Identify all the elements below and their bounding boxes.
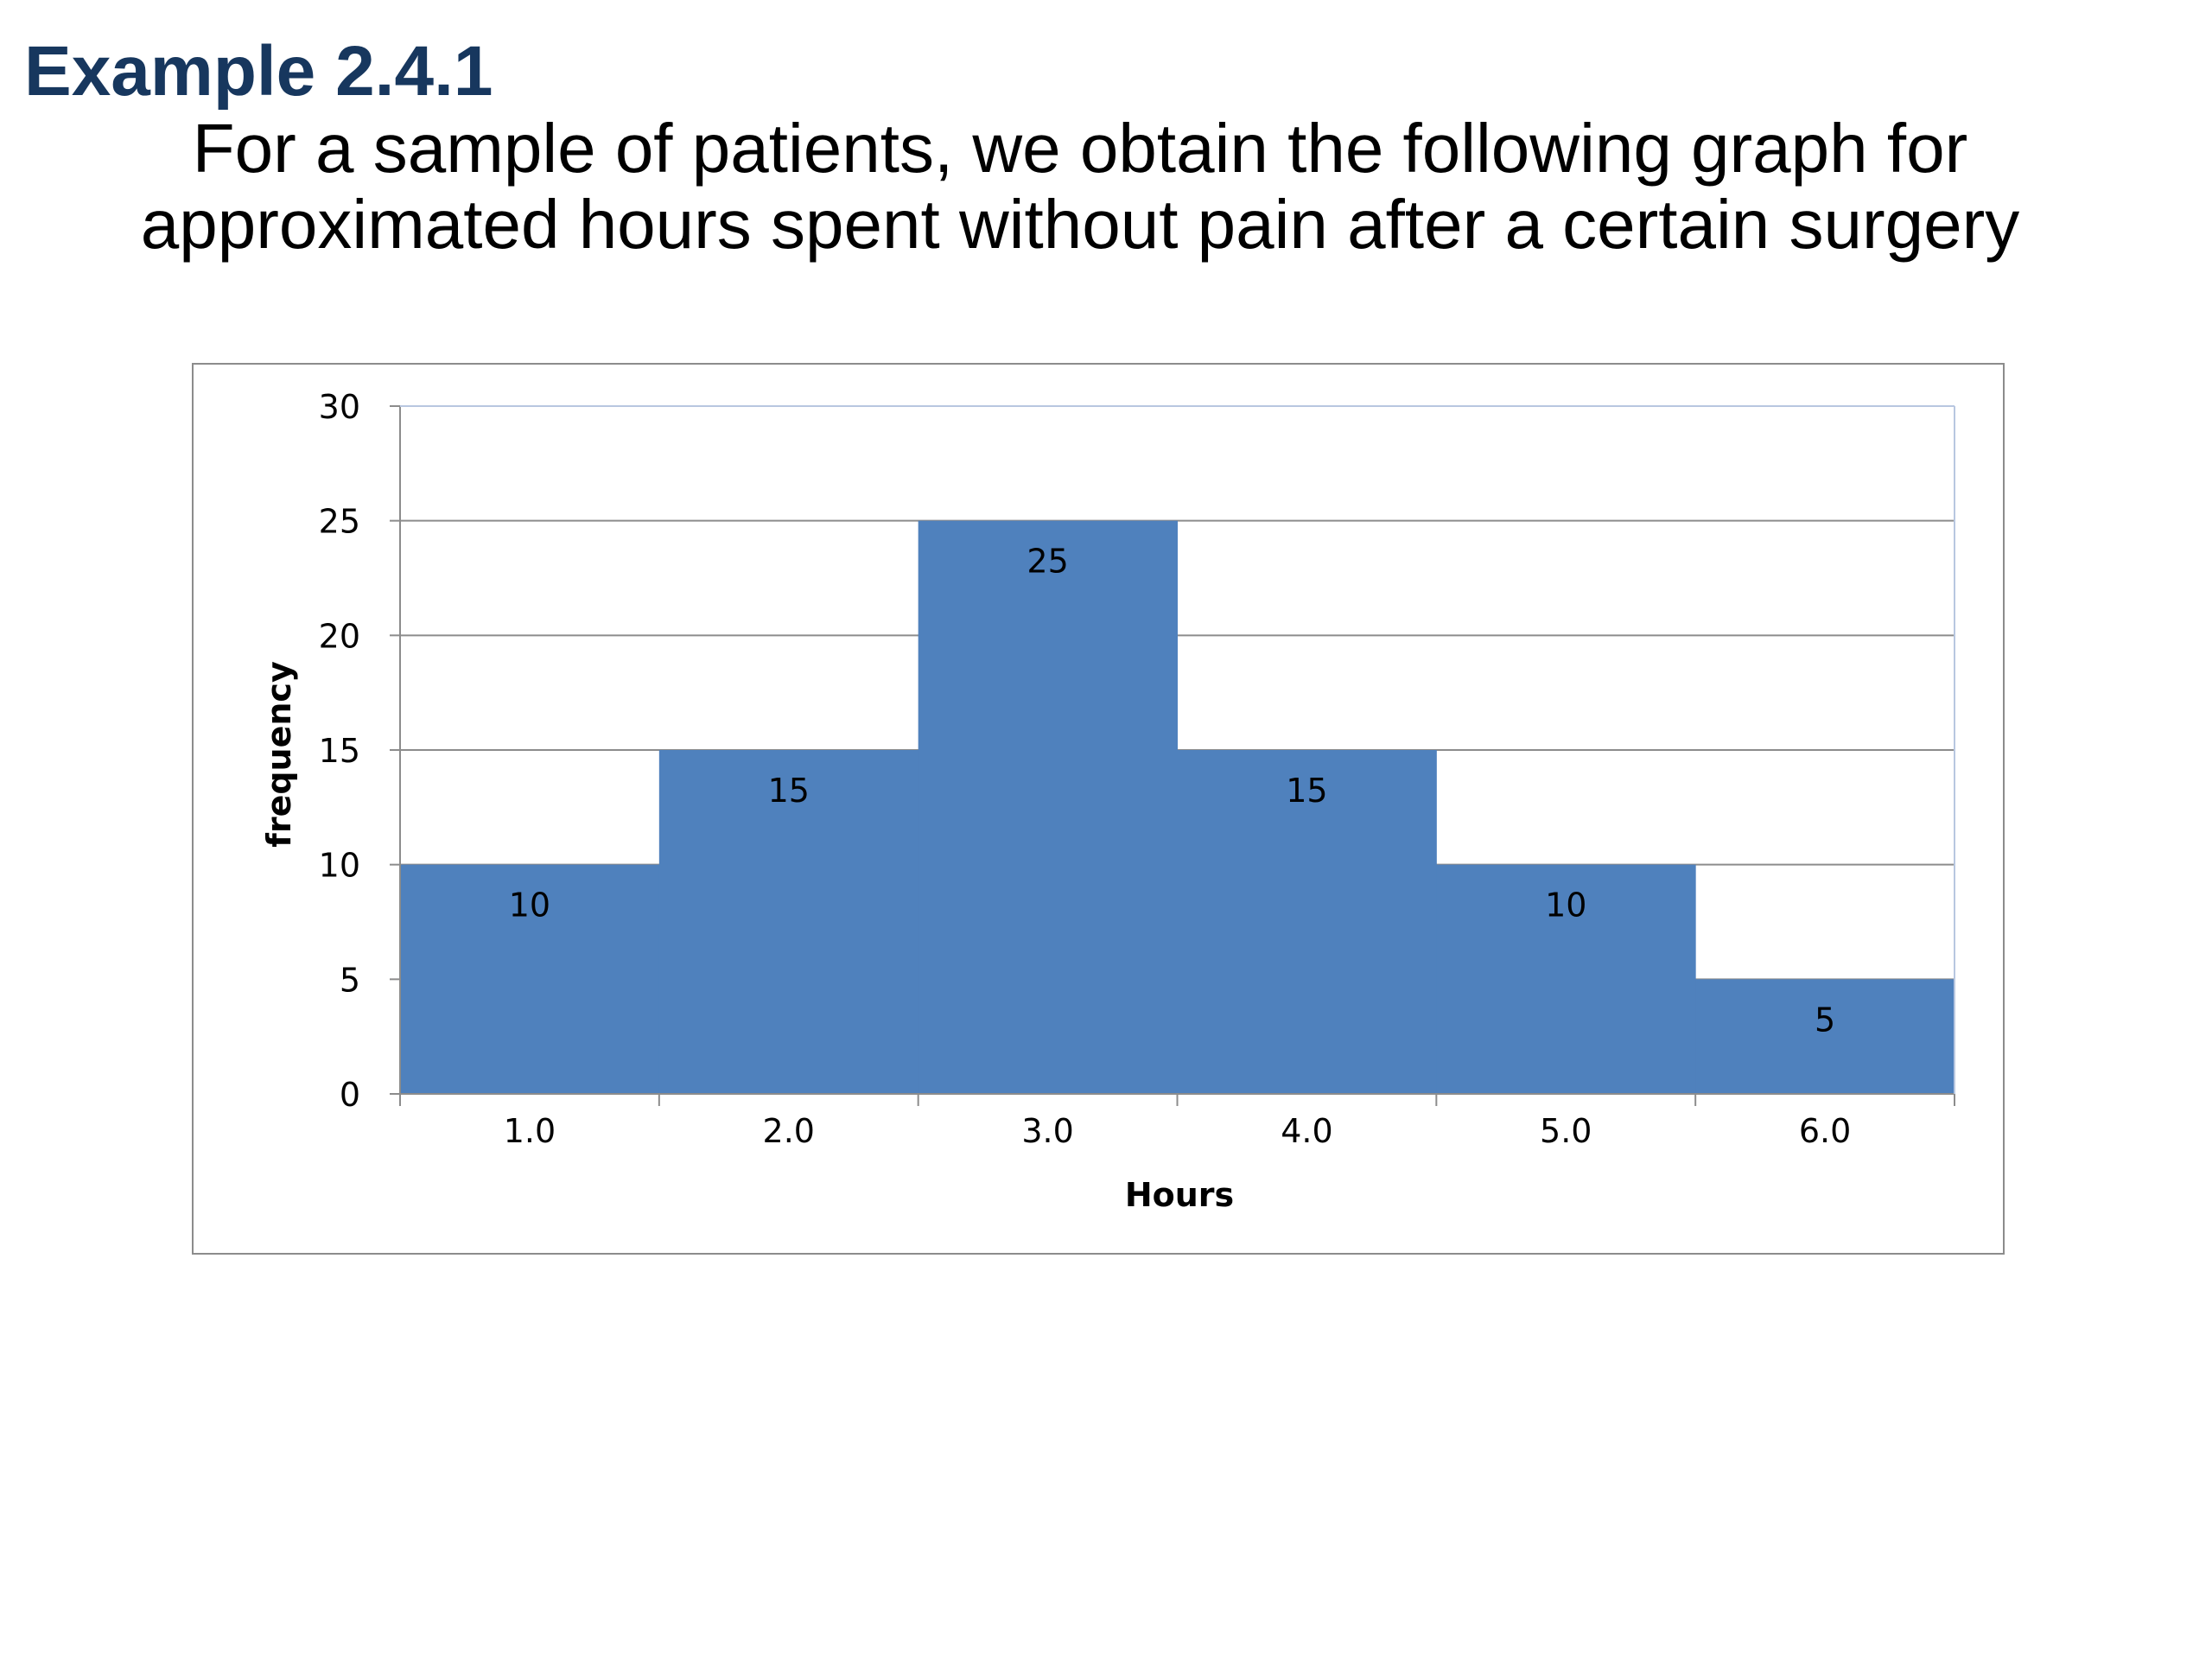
histogram-bar xyxy=(1436,864,1696,1094)
x-tick-label: 4.0 xyxy=(1281,1112,1332,1150)
bar-data-label: 15 xyxy=(768,772,810,810)
labels: 0 5 10 15 20 25 30 10 15 25 15 10 5 1.0 2.0 3.0 4.0 5.0 6.… xyxy=(319,388,1852,1150)
histogram-bar xyxy=(400,864,660,1094)
slide-subtitle: For a sample of patients, we obtain the … xyxy=(0,111,2160,263)
bar-data-label: 10 xyxy=(509,887,550,925)
bar-data-label: 10 xyxy=(1545,887,1586,925)
y-tick-label: 20 xyxy=(319,617,360,655)
bar-data-label: 5 xyxy=(1815,1001,1835,1039)
y-tick-label: 0 xyxy=(340,1076,360,1114)
y-tick-label: 25 xyxy=(319,503,360,541)
x-tick-label: 2.0 xyxy=(763,1112,815,1150)
y-tick-label: 10 xyxy=(319,847,360,885)
y-axis-title: frequency xyxy=(260,661,298,848)
y-tick-label: 15 xyxy=(319,732,360,770)
x-tick-label: 5.0 xyxy=(1540,1112,1592,1150)
subtitle-line-2: approximated hours spent without pain af… xyxy=(140,186,2020,263)
y-tick-label: 5 xyxy=(340,961,360,999)
bars xyxy=(400,520,1955,1094)
bar-data-label: 15 xyxy=(1286,772,1327,810)
histogram-bar xyxy=(918,520,1178,1094)
x-tick-label: 1.0 xyxy=(504,1112,556,1150)
x-tick-label: 6.0 xyxy=(1799,1112,1851,1150)
axes xyxy=(390,405,1955,1106)
histogram-bar xyxy=(658,750,919,1094)
slide-title: Example 2.4.1 xyxy=(24,32,493,111)
subtitle-line-1: For a sample of patients, we obtain the … xyxy=(192,110,1968,187)
histogram-bar xyxy=(1695,979,1955,1094)
chart-frame xyxy=(192,363,2005,1255)
y-tick-label: 30 xyxy=(319,388,360,426)
x-axis-title: Hours xyxy=(1125,1176,1234,1214)
histogram-bar xyxy=(1177,750,1437,1094)
x-tick-label: 3.0 xyxy=(1021,1112,1073,1150)
bar-data-label: 25 xyxy=(1027,543,1068,581)
